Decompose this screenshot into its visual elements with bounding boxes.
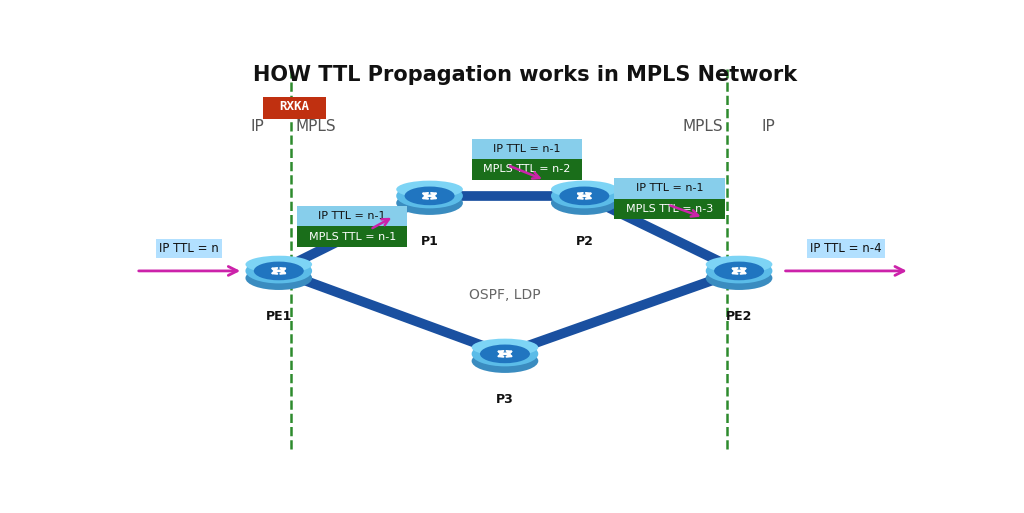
Text: MPLS TTL = n-2: MPLS TTL = n-2 xyxy=(483,164,570,174)
Ellipse shape xyxy=(254,262,304,280)
Text: IP TTL = n-4: IP TTL = n-4 xyxy=(810,242,882,255)
Ellipse shape xyxy=(472,341,539,366)
Text: HOW TTL Propagation works in MPLS Network: HOW TTL Propagation works in MPLS Networ… xyxy=(253,65,797,85)
Text: IP TTL = n-1: IP TTL = n-1 xyxy=(493,144,560,154)
Text: MPLS: MPLS xyxy=(682,119,723,134)
Text: MPLS TTL = n-3: MPLS TTL = n-3 xyxy=(626,204,714,214)
Text: P2: P2 xyxy=(575,235,593,248)
Ellipse shape xyxy=(396,181,463,198)
Ellipse shape xyxy=(246,255,312,273)
Text: IP: IP xyxy=(762,119,775,134)
Text: PE1: PE1 xyxy=(265,310,292,323)
Text: MPLS TTL = n-1: MPLS TTL = n-1 xyxy=(308,231,396,242)
Text: RXKA: RXKA xyxy=(280,101,309,113)
Ellipse shape xyxy=(246,259,312,283)
Ellipse shape xyxy=(714,262,764,280)
FancyBboxPatch shape xyxy=(472,159,582,180)
Text: OSPF, LDP: OSPF, LDP xyxy=(469,288,541,302)
FancyBboxPatch shape xyxy=(472,139,582,159)
Ellipse shape xyxy=(472,339,539,356)
Ellipse shape xyxy=(396,183,463,208)
Text: PE2: PE2 xyxy=(726,310,753,323)
Ellipse shape xyxy=(551,183,617,208)
FancyBboxPatch shape xyxy=(263,97,327,119)
Text: P1: P1 xyxy=(421,235,438,248)
Text: IP: IP xyxy=(251,119,264,134)
Ellipse shape xyxy=(472,349,539,373)
Text: IP TTL = n: IP TTL = n xyxy=(160,242,219,255)
Ellipse shape xyxy=(706,259,772,283)
Ellipse shape xyxy=(559,187,609,205)
FancyBboxPatch shape xyxy=(614,199,725,219)
Ellipse shape xyxy=(706,266,772,290)
Ellipse shape xyxy=(706,255,772,273)
FancyBboxPatch shape xyxy=(614,178,725,199)
Ellipse shape xyxy=(551,191,617,215)
Text: MPLS: MPLS xyxy=(296,119,337,134)
Ellipse shape xyxy=(246,266,312,290)
Text: IP TTL = n-1: IP TTL = n-1 xyxy=(636,183,703,193)
FancyBboxPatch shape xyxy=(297,206,408,226)
Ellipse shape xyxy=(480,345,530,363)
Text: IP TTL = n-1: IP TTL = n-1 xyxy=(318,211,386,221)
Ellipse shape xyxy=(396,191,463,215)
FancyBboxPatch shape xyxy=(297,226,408,247)
Ellipse shape xyxy=(404,187,455,205)
Ellipse shape xyxy=(551,181,617,198)
Text: P3: P3 xyxy=(496,393,514,406)
